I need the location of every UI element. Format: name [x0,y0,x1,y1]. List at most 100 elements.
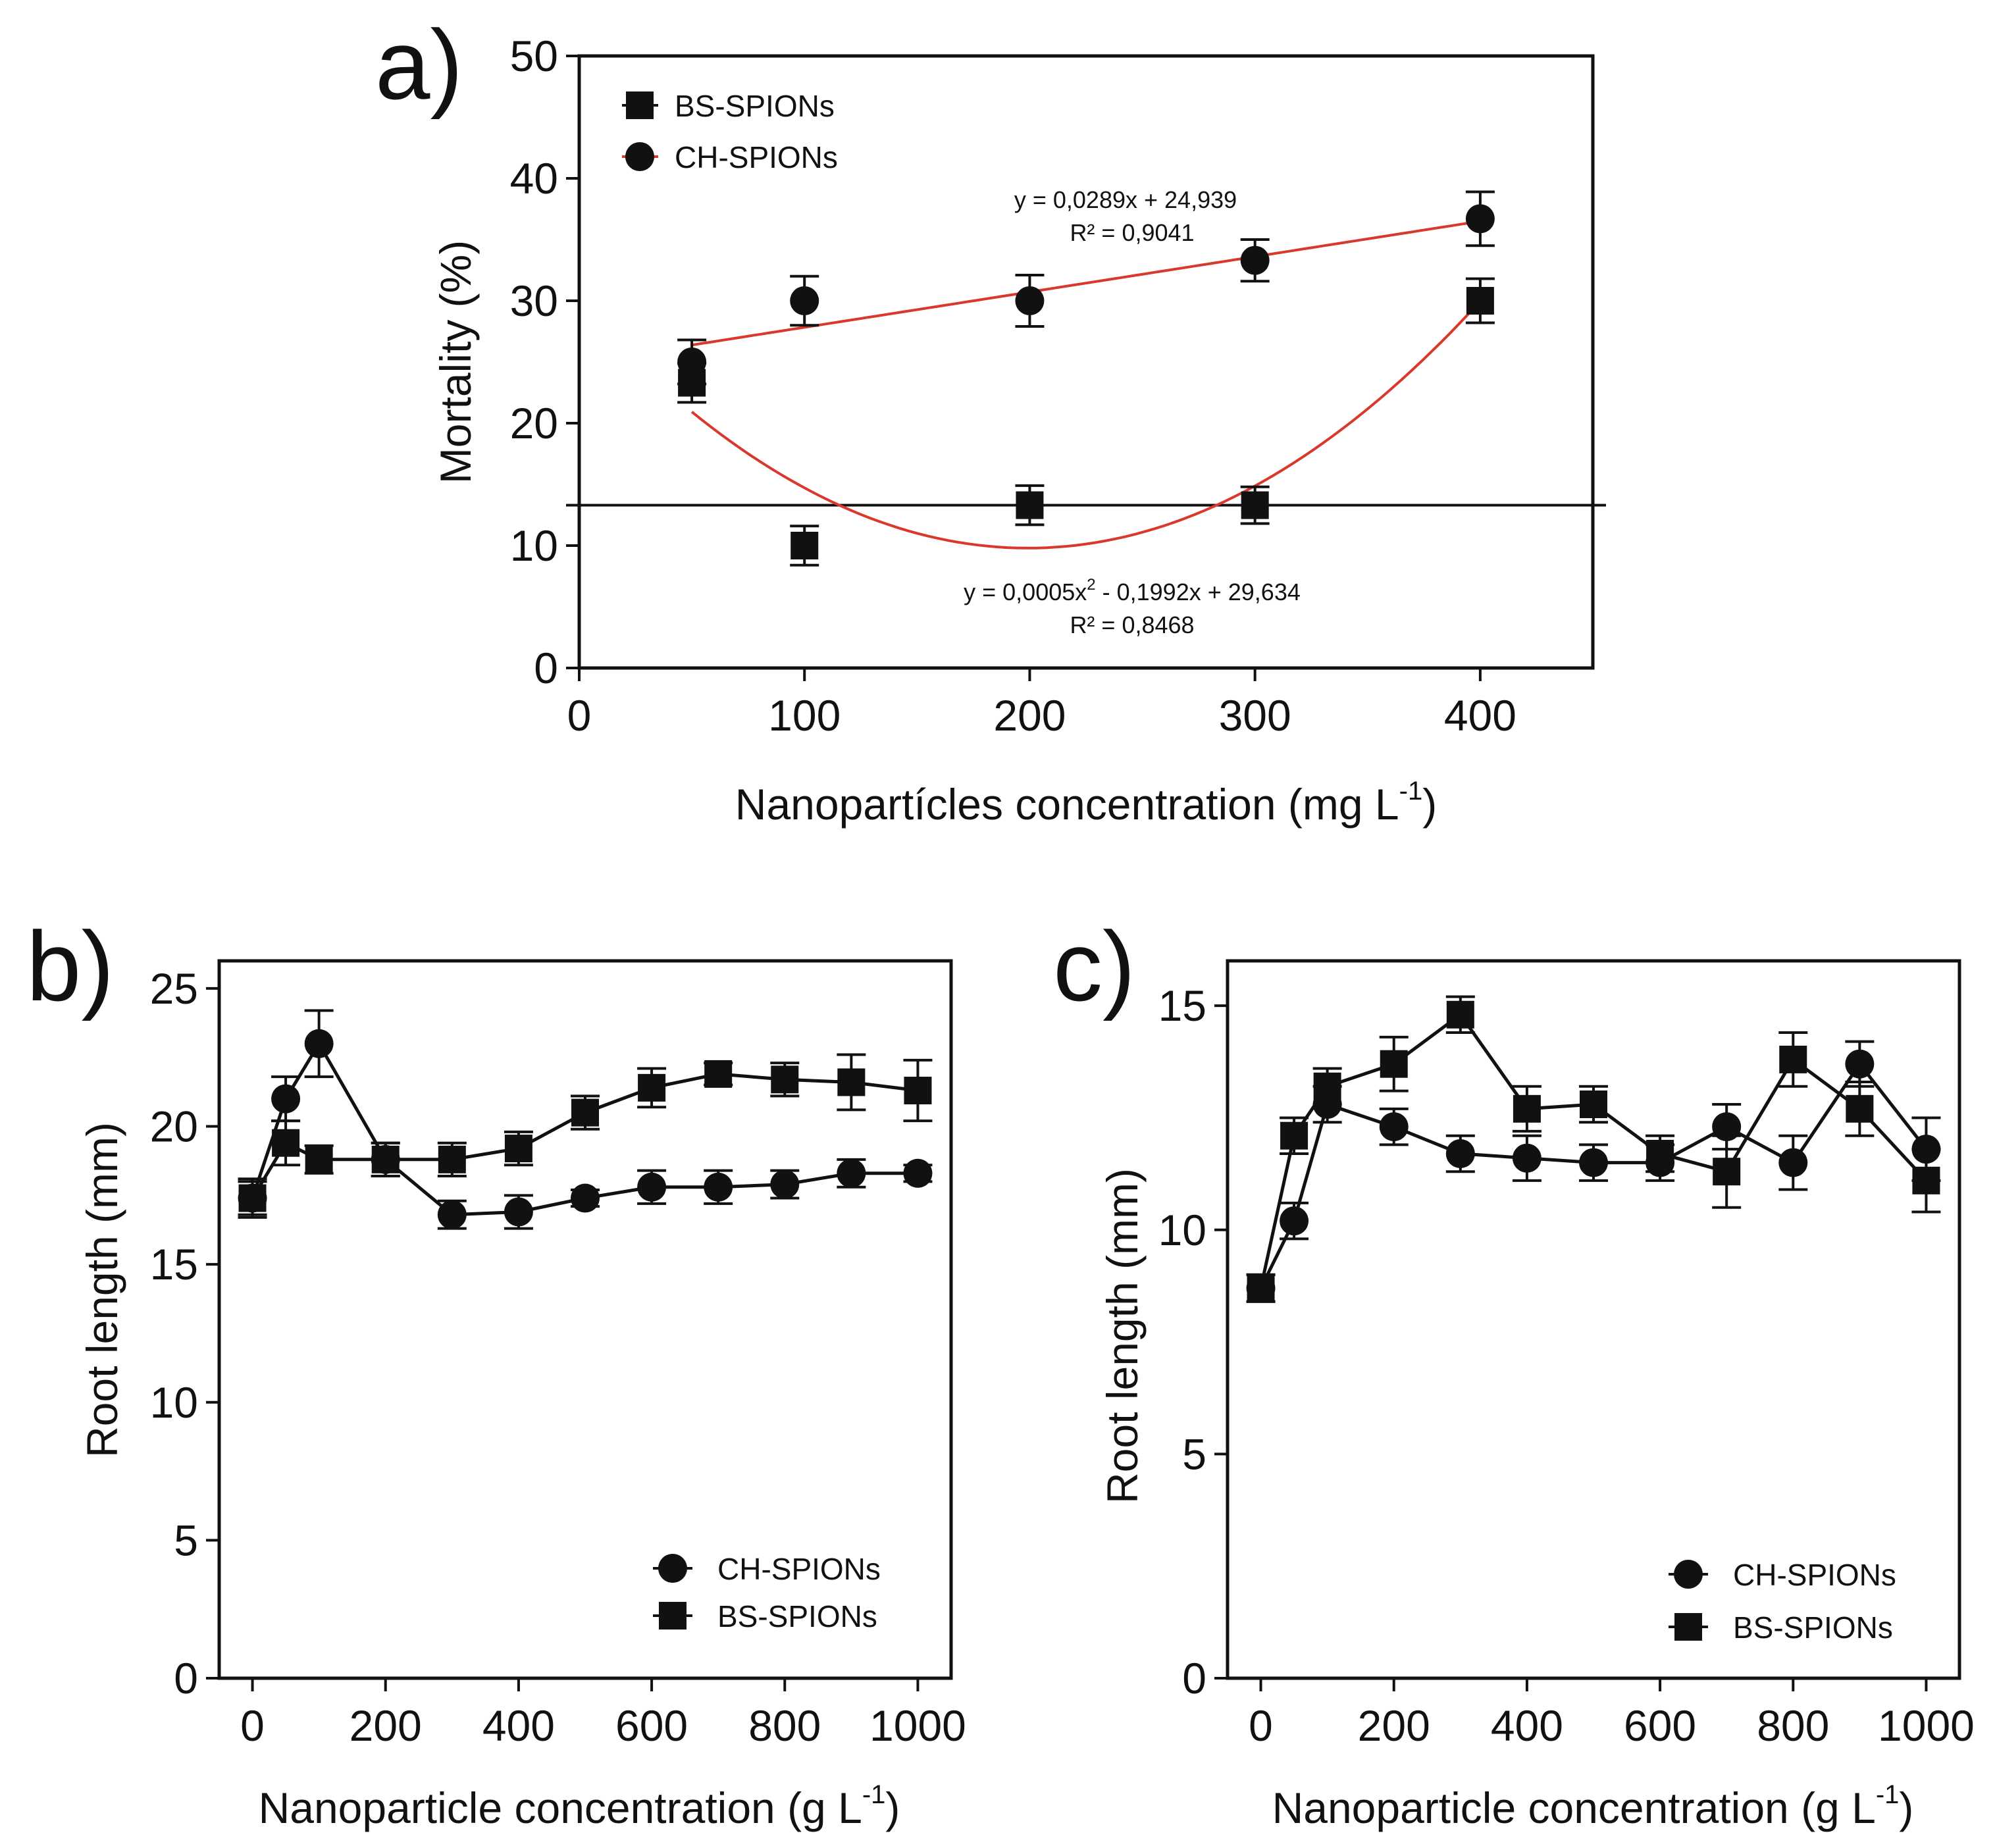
bs-spions-data-point [1580,1091,1607,1118]
ch-spions-data-point [903,1158,933,1188]
legend-bs-label: BS-SPIONs [717,1599,877,1633]
bs-spions-data-point [1016,491,1044,519]
x-tick-label: 600 [615,1701,688,1750]
panel-b-ticks: 0 200 400 600 800 1000 0 5 10 15 20 25 [150,964,966,1750]
panel-b-letter: b) [26,911,114,1021]
ch-spions-data-point [271,1084,301,1114]
bs-spions-data-point [1313,1072,1341,1100]
panel-a-legend: BS-SPIONs CH-SPIONs [622,89,838,174]
y-tick-label: 40 [510,154,558,203]
bs-spions-data-point [638,1073,666,1102]
legend-ch-circle-marker [625,142,654,171]
panel-a-plot-frame [577,54,1595,670]
panel-a-marks [566,190,1606,567]
y-tick-label: 20 [150,1102,198,1151]
y-tick-label: 15 [150,1240,198,1289]
ch-spions-data-point [1512,1143,1542,1173]
panel-c-x-axis-title: Nanoparticle concentration (g L-1) [1272,1780,1914,1832]
linear-fit-equation: y = 0,0289x + 24,939 [1014,186,1237,213]
ch-spions-data-point [1445,1139,1475,1168]
bs-spions-data-point [1446,1000,1474,1029]
ch-spions-data-point [1379,1112,1409,1142]
bs-spions-data-point [904,1077,932,1105]
x-tick-label: 0 [567,691,592,740]
bs-spions-data-point [371,1145,400,1173]
panel-c-legend: CH-SPIONs BS-SPIONs [1669,1558,1896,1645]
panel-a-mortality-chart: a) 0 100 200 300 400 0 10 20 30 40 50 Nanopartícle… [375,9,1606,829]
y-tick-label: 5 [1182,1429,1206,1478]
ch-spions-data-point [1015,286,1045,315]
bs-spions-data-point [771,1065,799,1094]
ch-spions-data-point [790,286,819,315]
bs-spions-data-point [1779,1045,1807,1073]
legend-ch-circle-marker [1674,1560,1703,1589]
bs-spions-data-point [1846,1094,1874,1123]
bs-spions-data-point [1466,287,1494,315]
legend-item-bs-spions: BS-SPIONs [622,89,835,123]
bs-spions-data-point [571,1098,599,1127]
ch-spions-data-point [637,1172,667,1202]
ch-spions-data-point [304,1029,334,1058]
bs-spions-data-point [305,1145,333,1173]
legend-bs-label: BS-SPIONs [1733,1610,1893,1645]
bs-spions-data-point [790,532,819,559]
legend-ch-circle-marker [658,1554,687,1583]
panel-b-legend: CH-SPIONs BS-SPIONs [653,1552,881,1633]
y-tick-label: 0 [534,644,558,692]
ch-spions-data-point [437,1200,467,1229]
legend-bs-label: BS-SPIONs [675,89,835,123]
panel-c-plot-frame [1226,959,1961,1680]
x-tick-label: 400 [1491,1701,1563,1750]
legend-item-ch-spions: CH-SPIONs [653,1552,881,1586]
y-tick-label: 0 [1182,1654,1206,1703]
y-tick-label: 10 [150,1378,198,1427]
bs-spions-data-point [438,1145,466,1173]
ch-spions-data-point [1712,1112,1742,1142]
ch-spions-data-point [1778,1148,1808,1177]
y-tick-label: 50 [510,32,558,80]
ch-spions-data-point [504,1197,533,1227]
x-tick-label: 200 [1358,1701,1430,1750]
x-tick-label: 800 [1757,1701,1829,1750]
bs-spions-data-point [1241,491,1269,519]
panel-b-plot-frame [217,959,953,1680]
panel-a-x-axis-title: Nanopartícles concentration (mg L-1) [735,777,1437,829]
ch-spions-data-point [1579,1148,1608,1177]
x-tick-label: 1000 [869,1701,966,1750]
y-tick-label: 10 [1158,1206,1206,1254]
bs-spions-data-point [238,1184,267,1212]
x-tick-label: 0 [240,1701,265,1750]
x-tick-label: 800 [748,1701,821,1750]
legend-bs-square-marker [659,1602,687,1630]
x-tick-label: 300 [1219,691,1291,740]
bs-spions-data-point [1646,1139,1674,1168]
ch-spions-data-point [837,1158,866,1188]
quadratic-fit-equation: y = 0,0005x2 - 0,1992x + 29,634 [964,576,1301,605]
ch-spions-series-line [1259,1061,1928,1289]
panel-a-fit-annotations: y = 0,0289x + 24,939 R² = 0,9041 y = 0,0… [964,186,1301,638]
legend-item-ch-spions: CH-SPIONs [622,140,838,174]
panel-b-y-axis-title: Root length (mm) [78,1122,126,1458]
panel-a-letter: a) [375,9,463,120]
bs-spions-data-point [1380,1050,1408,1078]
x-tick-label: 200 [350,1701,422,1750]
x-tick-label: 200 [993,691,1066,740]
linear-fit-r2: R² = 0,9041 [1070,219,1194,246]
legend-ch-label: CH-SPIONs [1733,1558,1896,1592]
y-tick-label: 10 [510,521,558,570]
x-tick-label: 1000 [1878,1701,1975,1750]
ch-spions-data-point [1465,204,1495,234]
bs-spions-data-point [272,1129,300,1157]
panel-b-marks [238,1009,933,1230]
bs-spions-data-point [1713,1158,1741,1186]
quadratic-fit-r2: R² = 0,8468 [1070,611,1194,638]
y-tick-label: 5 [174,1516,198,1564]
legend-bs-square-marker [626,91,654,119]
y-tick-label: 0 [174,1654,198,1703]
panel-c-ticks: 0 200 400 600 800 1000 0 5 10 15 [1158,981,1975,1750]
legend-item-ch-spions: CH-SPIONs [1669,1558,1896,1592]
bs-spions-data-point [1513,1094,1541,1123]
ch-spions-data-point [770,1169,800,1199]
x-tick-label: 600 [1624,1701,1696,1750]
